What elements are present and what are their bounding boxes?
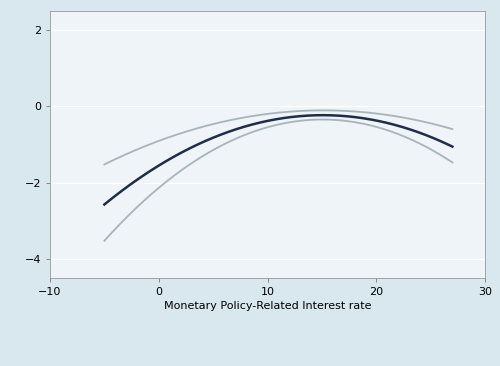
X-axis label: Monetary Policy-Related Interest rate: Monetary Policy-Related Interest rate <box>164 301 371 311</box>
